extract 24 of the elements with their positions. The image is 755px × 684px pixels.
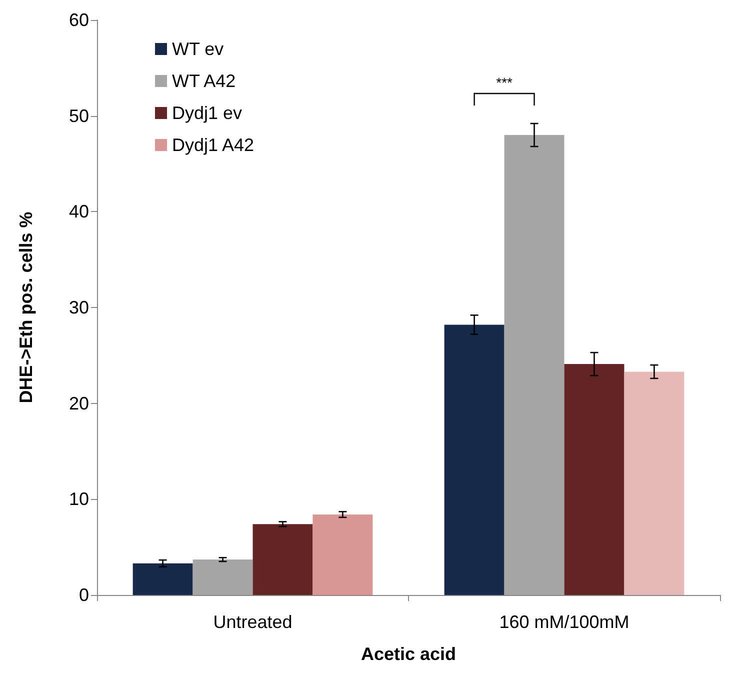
x-axis-title: Acetic acid (360, 644, 456, 664)
y-axis-title: DHE->Eth pos. cells % (16, 212, 36, 404)
legend-label: Dydj1 A42 (172, 135, 254, 155)
y-tick-label: 60 (68, 10, 89, 30)
y-tick-label: 50 (68, 106, 89, 126)
y-tick-label: 40 (68, 202, 89, 222)
y-tick-label: 10 (68, 489, 89, 510)
bar (564, 364, 624, 595)
y-tick-label: 0 (78, 585, 89, 605)
bar (192, 560, 253, 595)
y-tick-label: 30 (68, 298, 89, 318)
legend-label: Dydj1 ev (172, 103, 242, 123)
bar (132, 563, 193, 595)
bar (624, 372, 684, 595)
bar (312, 514, 373, 595)
annotation: *** (496, 74, 514, 90)
x-tick-label: 160 mM/100mM (499, 612, 630, 632)
legend-label: WT A42 (172, 71, 236, 91)
legend-label: WT ev (172, 39, 224, 59)
bar (444, 324, 504, 595)
x-tick-label: Untreated (213, 612, 292, 632)
y-tick-label: 20 (68, 393, 89, 414)
bar (252, 524, 313, 595)
bar (504, 135, 564, 595)
